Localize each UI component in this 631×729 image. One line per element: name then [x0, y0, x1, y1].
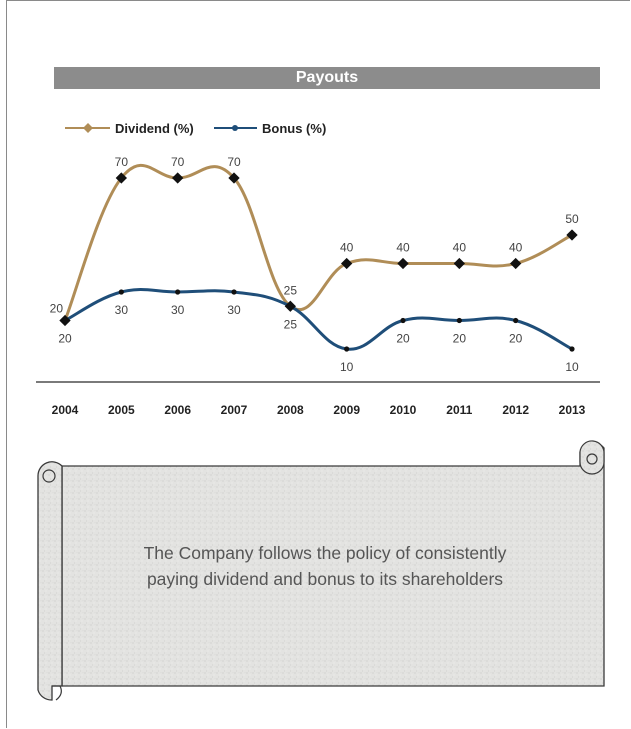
bonus-point: [231, 289, 237, 295]
bonus-point: [175, 289, 181, 295]
page-frame: [6, 0, 630, 728]
legend-bonus-label: Bonus (%): [262, 121, 326, 136]
x-tick-label: 2007: [221, 403, 248, 417]
series-line-dividend: [63, 163, 573, 322]
x-tick-label: 2009: [333, 403, 360, 417]
x-tick-label: 2008: [277, 403, 304, 417]
series-line-bonus: [64, 287, 573, 351]
dividend-point: [228, 172, 240, 184]
data-label-dividend: 40: [509, 241, 523, 255]
data-label-bonus: 20: [58, 332, 72, 346]
dividend-point: [453, 257, 465, 270]
data-label-bonus: 10: [340, 360, 354, 374]
data-label-bonus: 20: [509, 332, 523, 346]
x-tick-label: 2012: [502, 403, 529, 417]
data-label-dividend: 70: [171, 155, 185, 169]
scroll-message: The Company follows the policy of consis…: [90, 540, 560, 592]
chart-title: Payouts: [54, 67, 600, 89]
x-tick-label: 2013: [559, 403, 586, 417]
bonus-point: [456, 317, 462, 324]
x-tick-label: 2010: [390, 403, 417, 417]
scroll-message-line-2: paying dividend and bonus to its shareho…: [146, 569, 504, 589]
dividend-point: [566, 229, 578, 241]
x-tick-label: 2005: [108, 403, 135, 417]
data-label-bonus: 10: [565, 360, 579, 374]
data-label-bonus: 25: [284, 317, 298, 331]
dividend-point: [397, 257, 409, 270]
scroll-banner: [37, 440, 605, 701]
data-label-dividend: 70: [227, 155, 241, 169]
bonus-point: [118, 289, 124, 295]
legend-dividend-marker: [83, 123, 93, 133]
data-label-dividend: 20: [50, 302, 64, 316]
data-label-dividend: 40: [340, 241, 354, 255]
x-axis-ticks: 2004 2005 2006 2007 2008 2009 2010 2011 2012 2013: [52, 403, 586, 417]
data-label-bonus: 20: [453, 332, 467, 346]
dividend-point: [341, 257, 353, 270]
data-label-dividend: 40: [453, 241, 467, 255]
x-tick-label: 2006: [164, 403, 191, 417]
legend-dividend-label: Dividend (%): [115, 121, 194, 136]
data-label-bonus: 30: [115, 303, 129, 317]
scroll-message-line-1: The Company follows the policy of consis…: [143, 543, 507, 563]
x-tick-label: 2004: [52, 403, 79, 417]
data-label-dividend: 70: [115, 155, 129, 169]
bonus-point: [344, 346, 350, 352]
legend: Dividend (%) Bonus (%): [65, 121, 326, 136]
data-label-dividend: 50: [565, 212, 579, 226]
data-label-bonus: 30: [227, 303, 241, 317]
bonus-point: [513, 317, 519, 324]
data-label-bonus: 30: [171, 303, 185, 317]
data-label-dividend: 25: [284, 283, 298, 297]
dividend-point: [172, 172, 184, 184]
bonus-point: [287, 303, 293, 309]
bonus-point: [400, 317, 406, 324]
data-label-dividend: 40: [396, 241, 410, 255]
bonus-point: [62, 317, 68, 324]
data-label-bonus: 20: [396, 332, 410, 346]
legend-bonus-marker: [232, 125, 238, 131]
bonus-point: [569, 346, 575, 352]
dividend-point: [510, 257, 522, 270]
x-tick-label: 2011: [446, 403, 472, 417]
plot-area: 20 70 70 70 25 40 40 40 40 50 20 30 30 30 25 10 20 20 20 10: [50, 155, 579, 374]
